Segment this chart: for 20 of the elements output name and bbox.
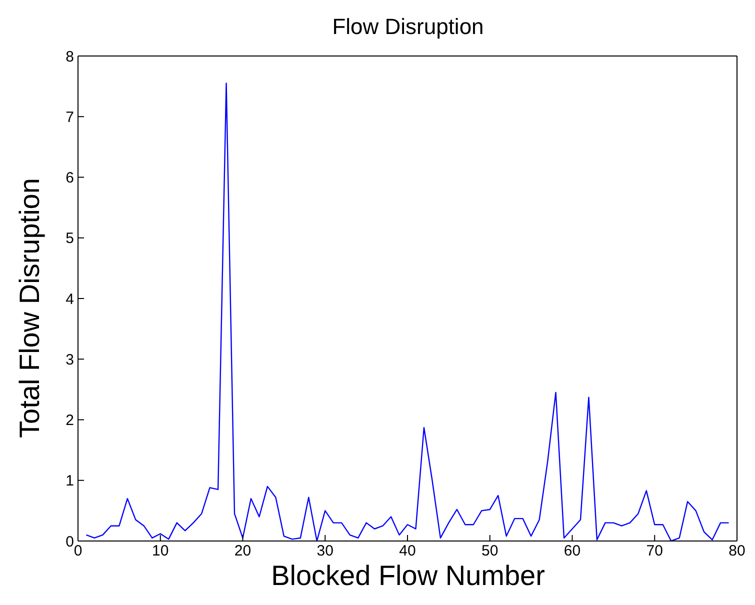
- y-tick-label: 3: [66, 351, 74, 368]
- y-tick-label: 8: [66, 48, 74, 66]
- y-axis-title: Total Flow Disruption: [14, 178, 46, 438]
- x-tick-label: 60: [564, 542, 581, 560]
- y-tick-label: 2: [66, 412, 74, 430]
- x-tick-label: 70: [646, 542, 663, 560]
- x-tick-label: 10: [152, 542, 169, 560]
- line-series: [86, 82, 730, 541]
- y-tick-label: 6: [66, 170, 74, 187]
- x-tick-label: 20: [234, 542, 252, 560]
- x-tick-label: 80: [728, 542, 746, 560]
- x-tick-label: 40: [399, 542, 416, 560]
- y-tick-label: 1: [66, 472, 74, 490]
- y-tick-label: 4: [66, 290, 74, 308]
- y-tick-label: 7: [66, 108, 74, 126]
- y-tick-label: 5: [66, 230, 74, 248]
- x-tick-label: 30: [316, 542, 334, 560]
- chart-title: Flow Disruption: [331, 14, 485, 40]
- x-axis-title: Blocked Flow Number: [270, 560, 546, 592]
- x-tick-label: 50: [482, 542, 498, 560]
